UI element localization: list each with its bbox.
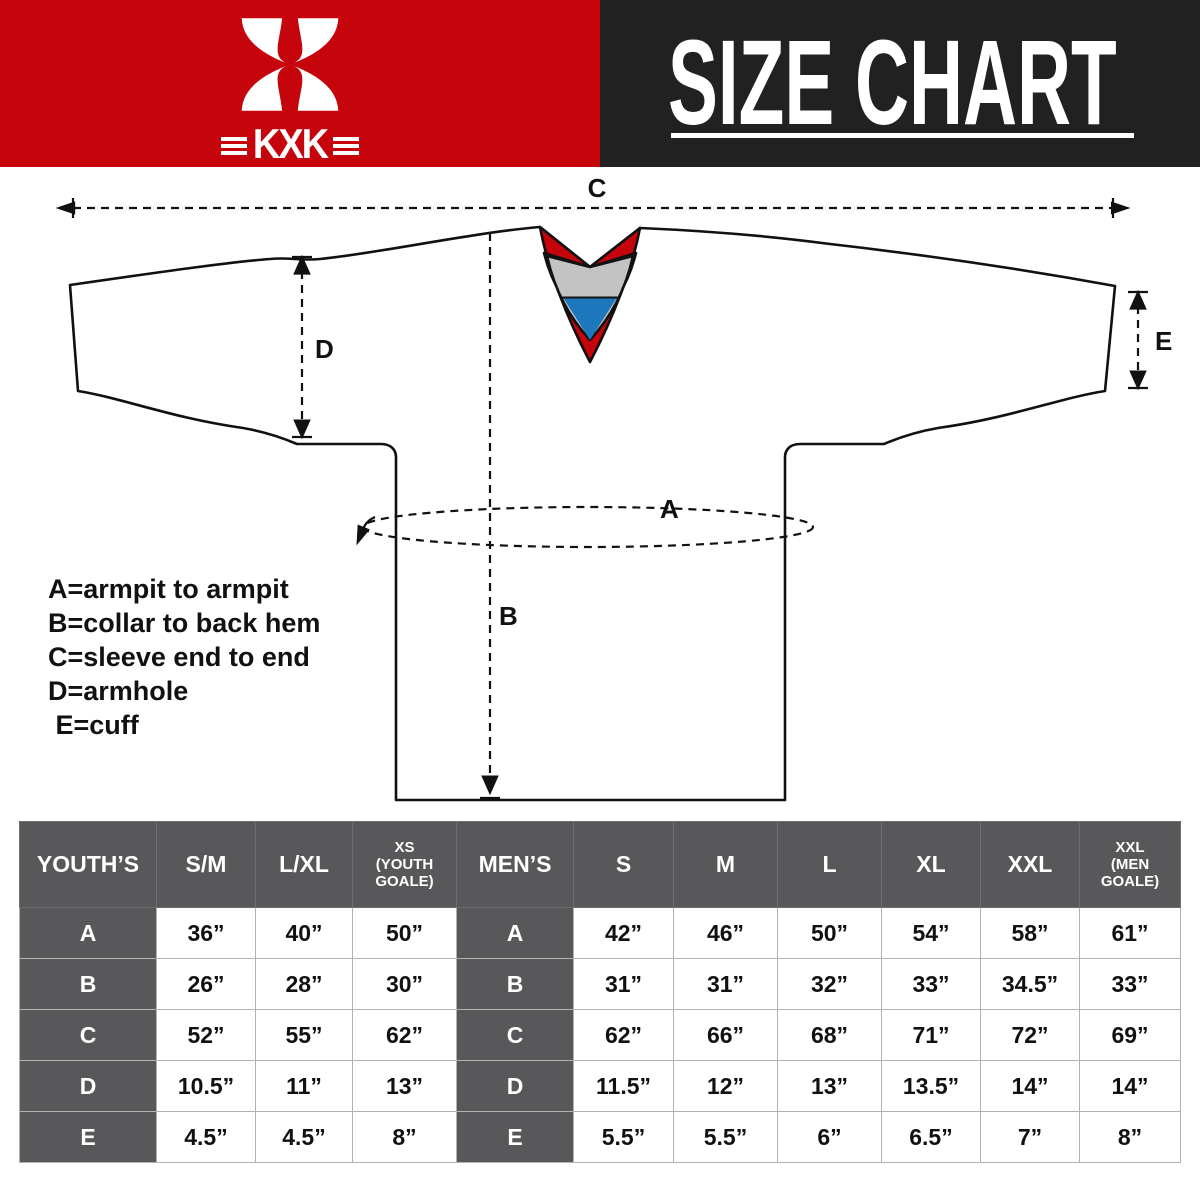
svg-text:D: D [315, 334, 334, 364]
svg-text:C: C [588, 173, 607, 203]
svg-text:B: B [499, 601, 518, 631]
svg-text:E: E [1155, 326, 1172, 356]
svg-text:A: A [660, 494, 679, 524]
